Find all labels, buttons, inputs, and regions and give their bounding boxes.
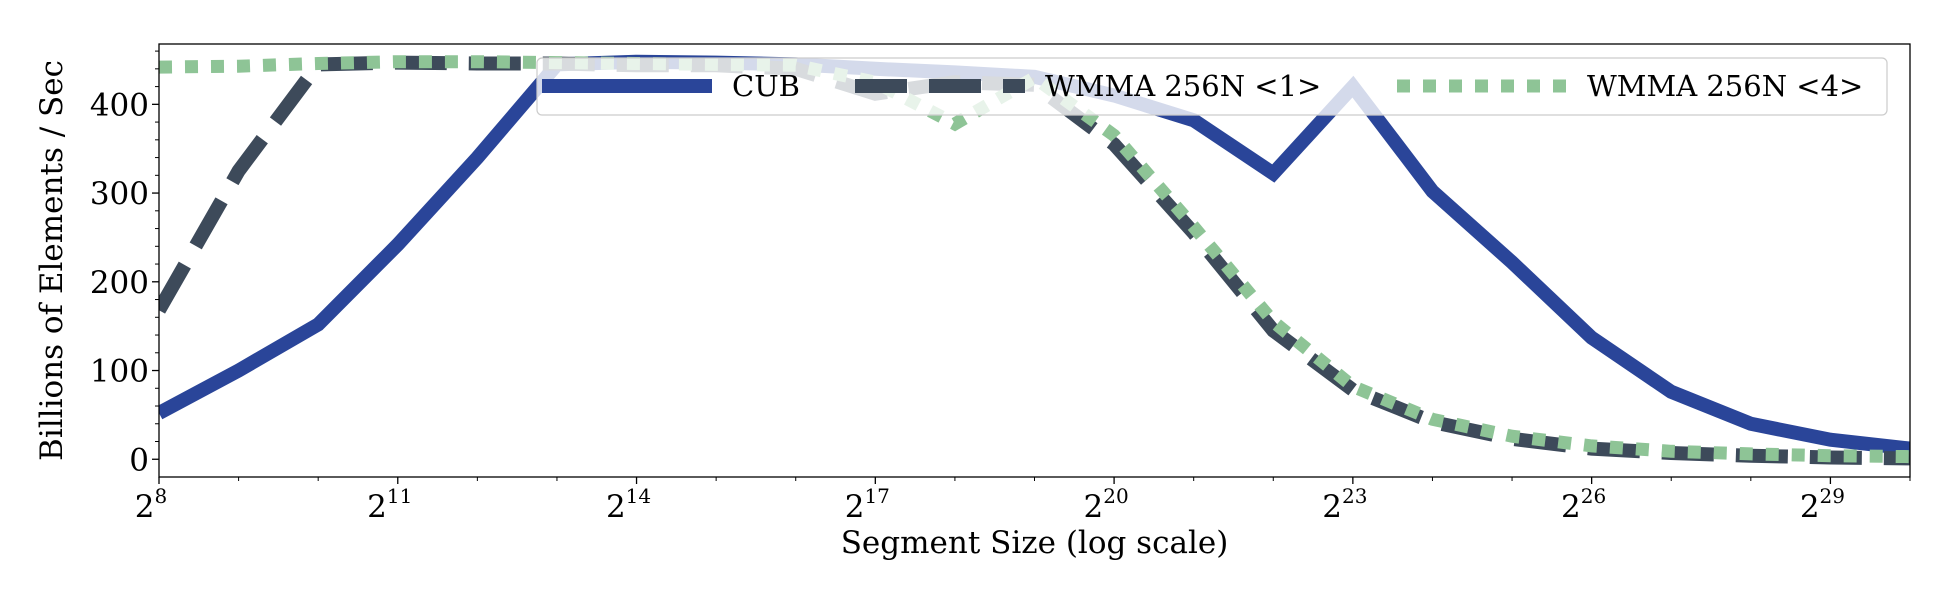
axis-layer: 28 211 214 217 220 223 226 229 0 100 200 300 400 [90,50,1911,525]
x-axis-label: Segment Size (log scale) [841,525,1229,561]
legend-label-2: WMMA 256N <1> [1045,69,1321,103]
x-tick-label: 220 [1083,484,1128,525]
x-tick-label: 226 [1561,484,1606,525]
legend-label-3: WMMA 256N <4> [1587,69,1863,103]
y-axis-label: Billions of Elements / Sec [34,60,70,461]
series-layer [159,54,1910,466]
x-tick-label: 223 [1322,484,1367,525]
x-tick-label: 28 [135,484,167,525]
y-tick-label: 100 [90,354,149,390]
y-tick-label: 200 [90,265,149,301]
series-line-1 [159,54,1910,456]
y-tick-label: 300 [90,176,149,212]
legend-label-1: CUB [732,69,800,103]
series-line-2 [159,55,1910,466]
x-tick-label: 211 [367,484,412,525]
x-tick-label: 229 [1800,484,1845,525]
y-tick-label: 0 [129,442,149,478]
x-tick-label: 214 [606,484,651,525]
legend: CUB WMMA 256N <1> WMMA 256N <4> [536,57,1888,116]
series-line-3 [159,55,1910,464]
y-tick-label: 400 [90,87,149,123]
legend-frame [536,57,1888,116]
x-tick-label: 217 [845,484,890,525]
